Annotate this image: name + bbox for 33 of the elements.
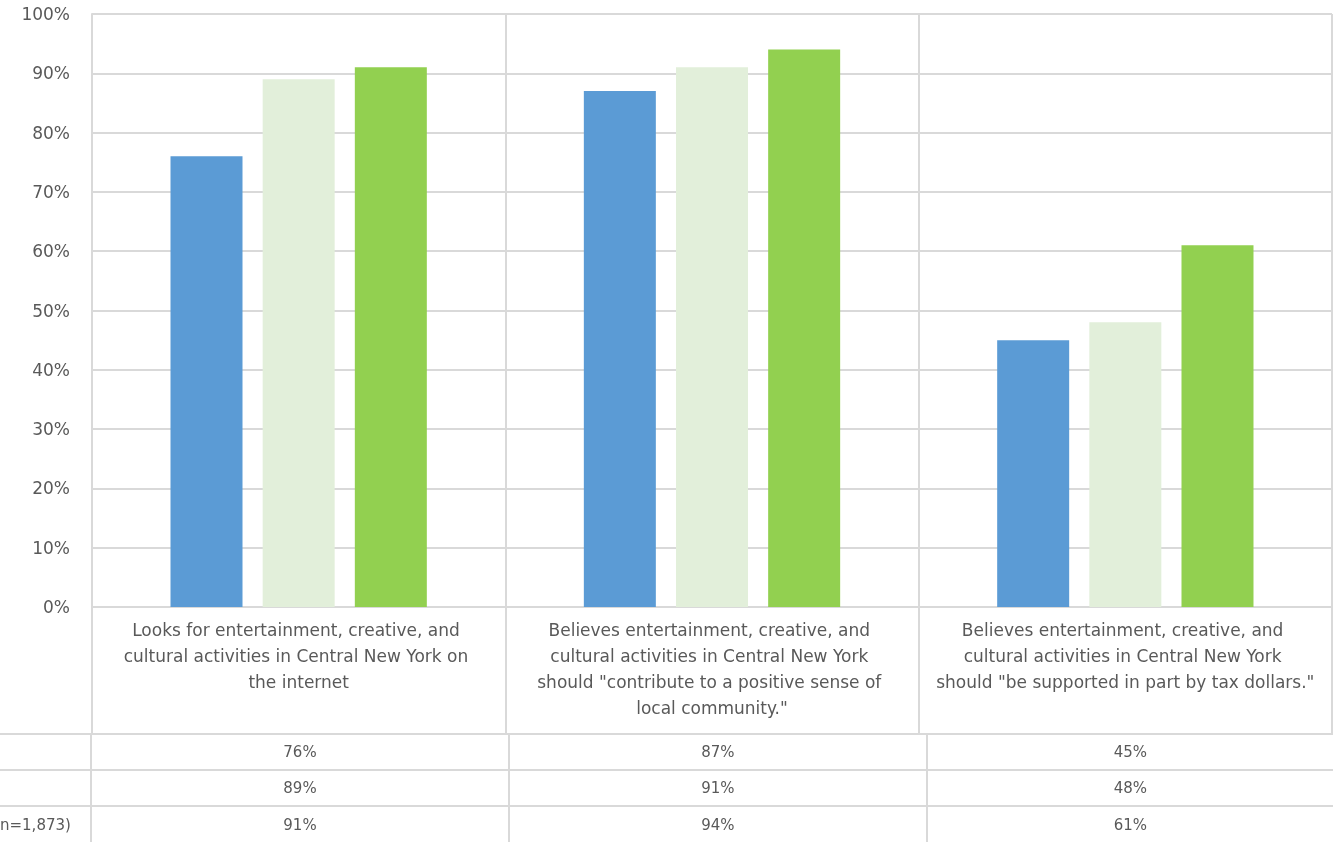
bar	[997, 340, 1070, 607]
y-tick-label: 0%	[43, 597, 70, 617]
y-tick-label: 40%	[32, 359, 70, 380]
y-tick-label: 90%	[32, 63, 70, 84]
bar	[262, 79, 335, 607]
y-tick-label: 60%	[32, 241, 70, 262]
text: n=1,873)	[0, 806, 91, 842]
data-label: 91%	[91, 806, 509, 842]
y-tick-label: 10%	[32, 537, 70, 558]
data-label: 45%	[926, 734, 1333, 770]
bar	[1089, 322, 1162, 607]
y-tick-label: 20%	[32, 478, 70, 499]
y-tick-label: 70%	[32, 181, 70, 202]
y-tick-label: 50%	[32, 300, 70, 321]
bar	[768, 49, 841, 607]
x-tick-label: Believes entertainment, creative, and cultural activities in Central New York should "contribute to a positive sense of local community."	[537, 620, 887, 718]
data-label: 76%	[91, 734, 509, 770]
data-label: 87%	[508, 734, 927, 770]
data-label: 91%	[508, 770, 927, 806]
bar	[676, 67, 748, 607]
data-label: 61%	[926, 806, 1333, 842]
bar	[354, 67, 427, 607]
bar	[583, 91, 656, 607]
x-tick-label: Believes entertainment, creative, and cultural activities in Central New York should "be supported in part by tax dollars."	[936, 620, 1315, 692]
data-label: 89%	[91, 770, 509, 806]
y-tick-label: 30%	[32, 419, 70, 440]
data-label: 48%	[926, 770, 1333, 806]
bar	[1181, 245, 1254, 607]
y-tick-label: 100%	[21, 4, 70, 24]
data-label: 94%	[508, 806, 927, 842]
y-tick-label: 80%	[32, 122, 70, 143]
x-tick-label: Looks for entertainment, creative, and cultural activities in Central New York on the internet	[123, 620, 474, 692]
bar	[170, 156, 243, 607]
